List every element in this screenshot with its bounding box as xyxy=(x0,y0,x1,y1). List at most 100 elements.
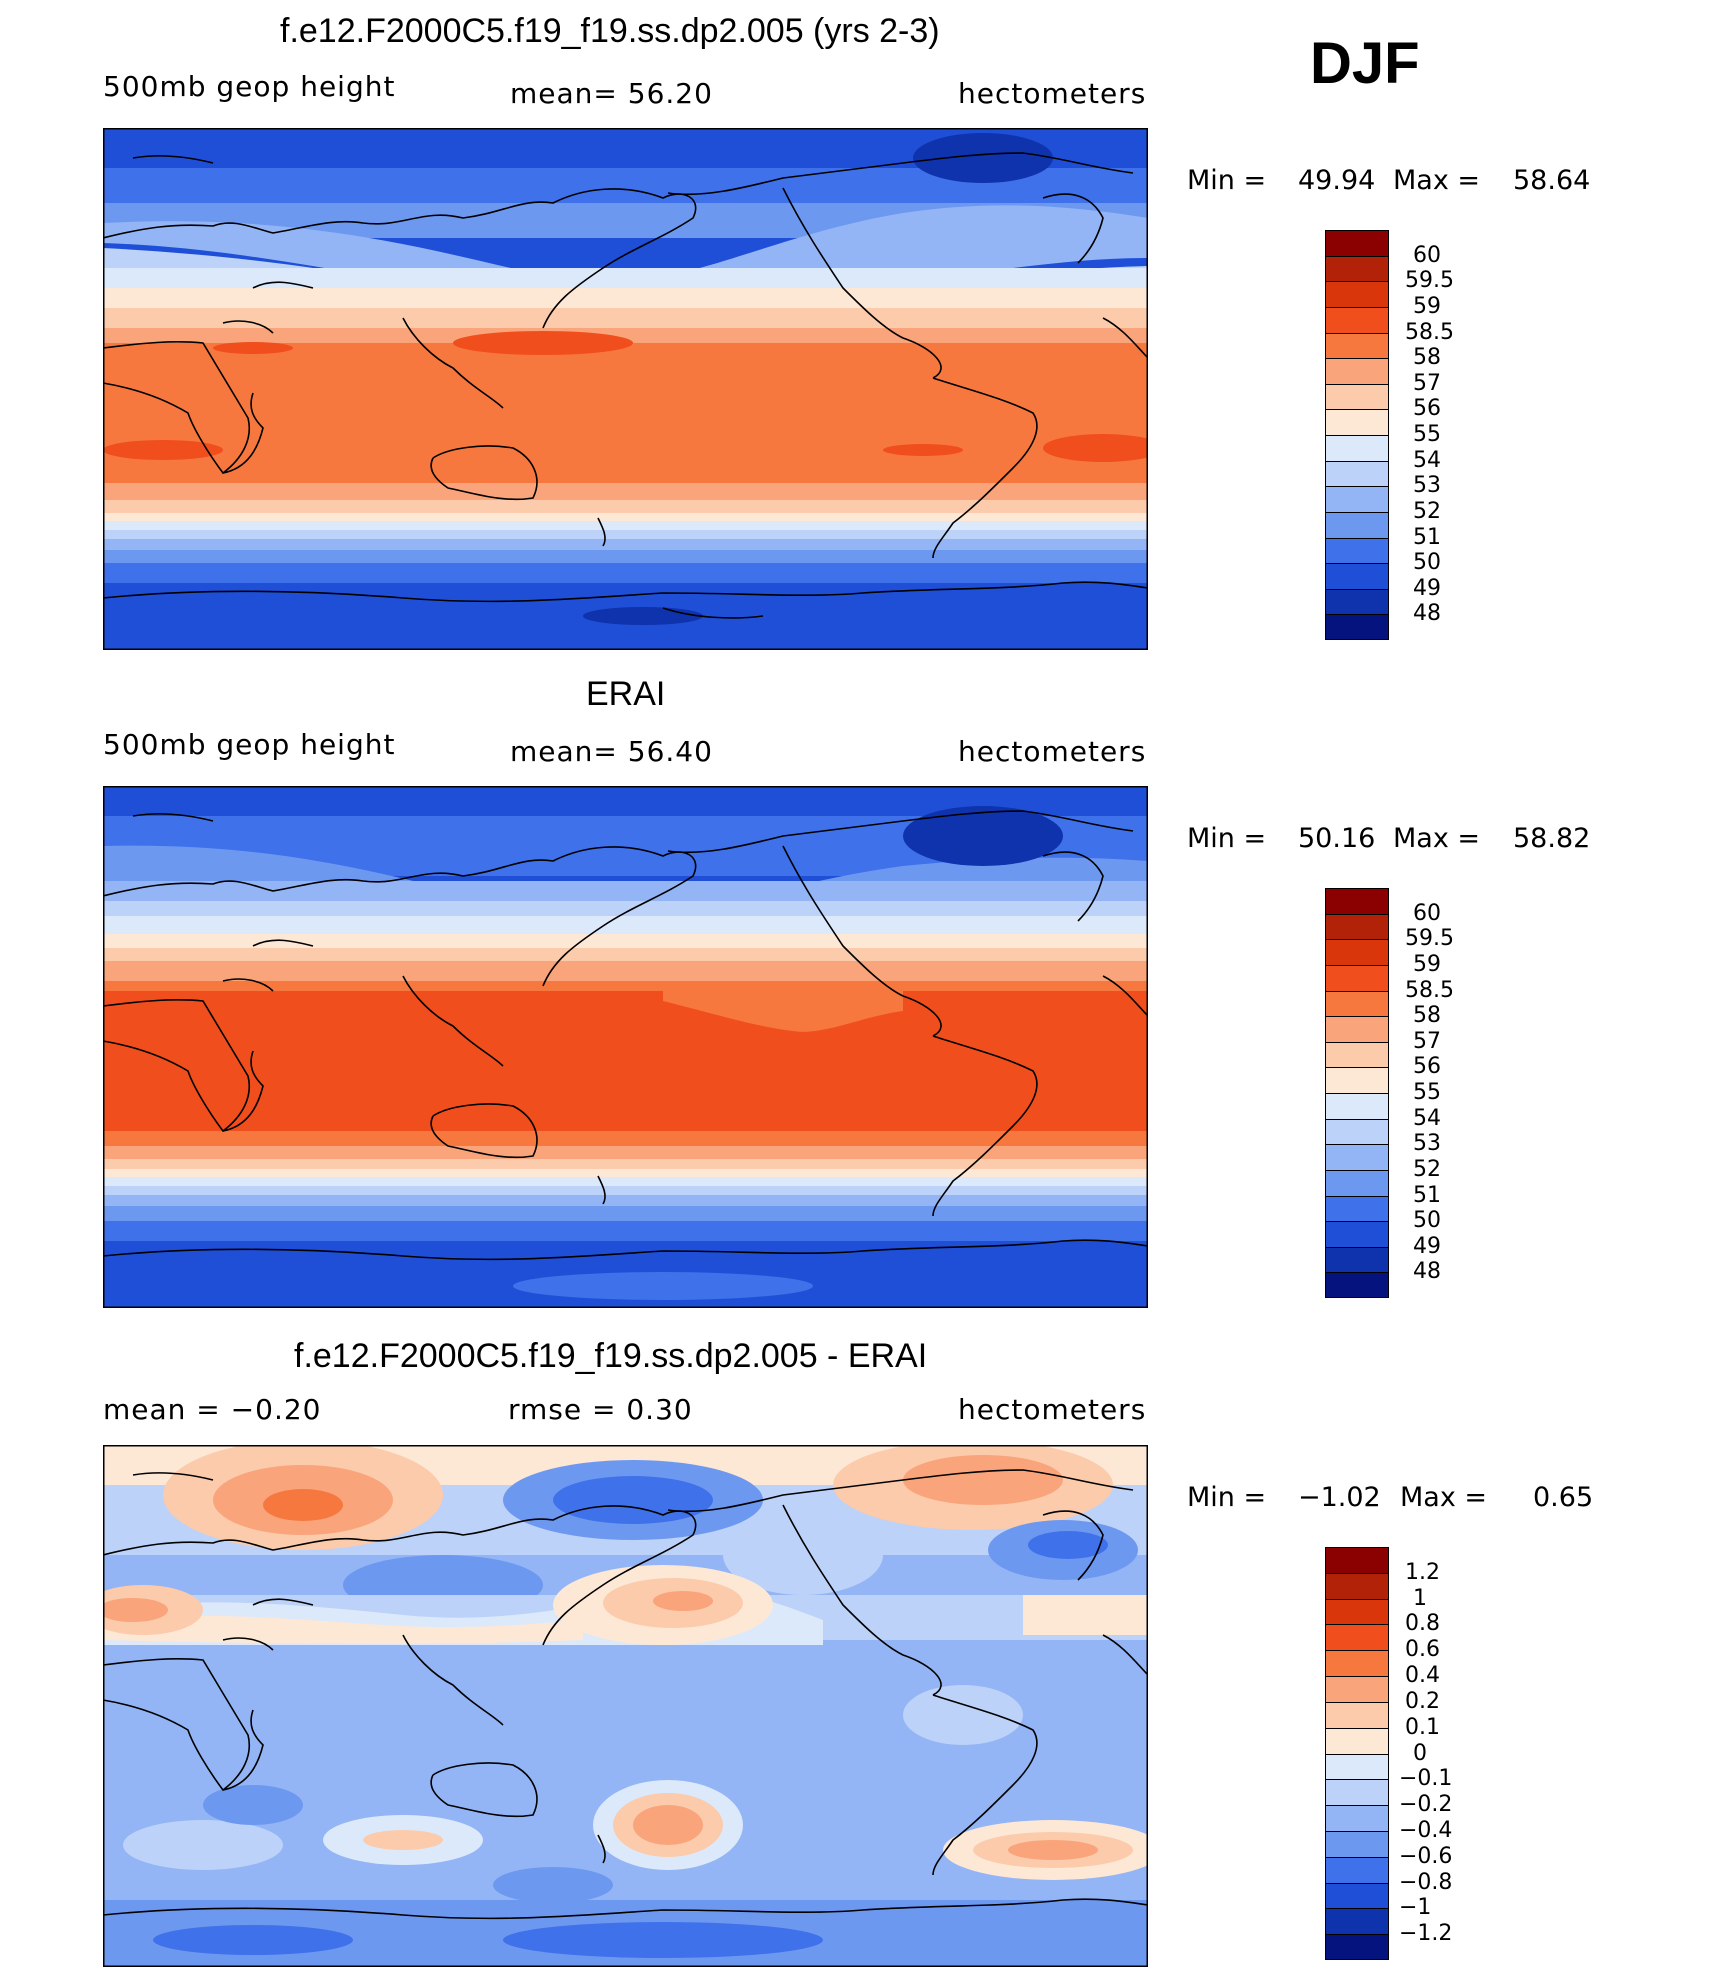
panel2-title: ERAI xyxy=(586,675,666,713)
panel1-model-map xyxy=(103,128,1148,650)
panel2-max-label: Max = xyxy=(1393,823,1481,854)
panel1-max-value: 58.64 xyxy=(1513,165,1591,196)
panel3-min-value: −1.02 xyxy=(1298,1482,1381,1513)
colorbar-swatch xyxy=(1325,1830,1389,1857)
colorbar-tick-label: 58.5 xyxy=(1405,319,1454,345)
colorbar-swatch xyxy=(1325,1118,1389,1145)
colorbar-swatch xyxy=(1325,255,1389,282)
colorbar-swatch xyxy=(1325,614,1389,640)
colorbar-swatch xyxy=(1325,1195,1389,1222)
colorbar-swatch xyxy=(1325,1144,1389,1170)
colorbar-swatch xyxy=(1325,1067,1389,1093)
colorbar-tick-label: 48 xyxy=(1413,601,1441,627)
panel2-min-value: 50.16 xyxy=(1298,823,1376,854)
colorbar-tick-label: 0.2 xyxy=(1405,1688,1440,1714)
panel2-min-label: Min = xyxy=(1187,823,1267,854)
panel2-max-value: 58.82 xyxy=(1513,823,1591,854)
colorbar-tick-label: 56 xyxy=(1413,1054,1441,1080)
colorbar-swatch xyxy=(1325,383,1389,410)
colorbar-tick-label: 56 xyxy=(1413,396,1441,422)
colorbar-swatch xyxy=(1325,1856,1389,1883)
colorbar-swatch xyxy=(1325,1650,1389,1677)
colorbar-tick-label: 59.5 xyxy=(1405,268,1454,294)
colorbar-tick-label: 55 xyxy=(1413,422,1441,447)
panel1-min-label: Min = xyxy=(1187,165,1267,196)
colorbar-swatch xyxy=(1325,1016,1389,1042)
colorbar-swatch xyxy=(1325,1882,1389,1909)
colorbar-swatch xyxy=(1325,563,1389,589)
colorbar-tick-label: 60 xyxy=(1413,900,1441,926)
colorbar-swatch xyxy=(1325,1676,1389,1702)
panel1-colorbar xyxy=(1325,230,1389,640)
colorbar-tick-label: −0.4 xyxy=(1399,1817,1453,1843)
colorbar-swatch xyxy=(1325,332,1389,359)
panel2-variable-label: 500mb geop height xyxy=(103,728,396,761)
colorbar-tick-label: 59 xyxy=(1413,951,1441,977)
panel1-mean-label: mean= 56.20 xyxy=(510,77,713,110)
colorbar-swatch xyxy=(1325,1093,1389,1119)
colorbar-tick-label: −1 xyxy=(1399,1895,1432,1921)
panel3-difference-map xyxy=(103,1445,1148,1967)
colorbar-swatch xyxy=(1325,913,1389,940)
colorbar-tick-label: 54 xyxy=(1413,1105,1441,1131)
colorbar-tick-label: 58 xyxy=(1413,1003,1441,1029)
panel3-title: f.e12.F2000C5.f19_f19.ss.dp2.005 - ERAI xyxy=(294,1337,928,1375)
colorbar-swatch xyxy=(1325,435,1389,461)
colorbar-tick-label: 1 xyxy=(1413,1585,1427,1611)
panel1-min-value: 49.94 xyxy=(1298,165,1376,196)
colorbar-swatch xyxy=(1325,1547,1389,1573)
colorbar-tick-label: −1.2 xyxy=(1399,1921,1453,1947)
colorbar-tick-label: 49 xyxy=(1413,575,1441,601)
colorbar-tick-label: 51 xyxy=(1413,1182,1441,1208)
colorbar-tick-label: 0.1 xyxy=(1405,1714,1440,1740)
colorbar-tick-label: 60 xyxy=(1413,242,1441,268)
colorbar-tick-label: 0.8 xyxy=(1405,1611,1440,1637)
colorbar-tick-label: 54 xyxy=(1413,447,1441,473)
colorbar-tick-label: −0.6 xyxy=(1399,1843,1453,1869)
colorbar-tick-label: 53 xyxy=(1413,1131,1441,1157)
panel1-title: f.e12.F2000C5.f19_f19.ss.dp2.005 (yrs 2-… xyxy=(280,12,940,50)
colorbar-swatch xyxy=(1325,281,1389,307)
colorbar-tick-label: 51 xyxy=(1413,524,1441,550)
colorbar-swatch xyxy=(1325,486,1389,512)
colorbar-tick-label: −0.1 xyxy=(1399,1766,1453,1792)
colorbar-tick-label: 48 xyxy=(1413,1259,1441,1285)
panel1-variable-label: 500mb geop height xyxy=(103,70,396,103)
colorbar-swatch xyxy=(1325,1572,1389,1599)
panel3-mean-label: mean = −0.20 xyxy=(103,1393,322,1426)
colorbar-swatch xyxy=(1325,1908,1389,1935)
colorbar-tick-label: 50 xyxy=(1413,550,1441,576)
colorbar-tick-label: 58.5 xyxy=(1405,977,1454,1003)
colorbar-swatch xyxy=(1325,1272,1389,1298)
panel3-colorbar xyxy=(1325,1547,1389,1960)
panel3-max-label: Max = xyxy=(1400,1482,1488,1513)
colorbar-tick-label: 52 xyxy=(1413,1156,1441,1182)
colorbar-swatch xyxy=(1325,1753,1389,1780)
panel1-max-label: Max = xyxy=(1393,165,1481,196)
colorbar-swatch xyxy=(1325,306,1389,333)
colorbar-tick-label: 52 xyxy=(1413,498,1441,524)
colorbar-swatch xyxy=(1325,1624,1389,1651)
colorbar-swatch xyxy=(1325,460,1389,487)
colorbar-swatch xyxy=(1325,1779,1389,1806)
colorbar-tick-label: 55 xyxy=(1413,1080,1441,1105)
colorbar-swatch xyxy=(1325,1727,1389,1754)
colorbar-tick-label: 59 xyxy=(1413,293,1441,319)
colorbar-swatch xyxy=(1325,1934,1389,1960)
colorbar-swatch xyxy=(1325,888,1389,914)
colorbar-tick-label: 0.6 xyxy=(1405,1637,1440,1663)
colorbar-swatch xyxy=(1325,588,1389,615)
colorbar-tick-label: 1.2 xyxy=(1405,1559,1440,1585)
panel2-erai-map xyxy=(103,786,1148,1308)
colorbar-tick-label: −0.8 xyxy=(1399,1869,1453,1895)
colorbar-tick-label: 58 xyxy=(1413,345,1441,371)
colorbar-tick-label: 49 xyxy=(1413,1233,1441,1259)
colorbar-tick-label: 57 xyxy=(1413,1028,1441,1054)
panel1-units-label: hectometers xyxy=(958,77,1147,110)
colorbar-tick-label: 0 xyxy=(1413,1740,1427,1766)
colorbar-swatch xyxy=(1325,409,1389,435)
panel2-mean-label: mean= 56.40 xyxy=(510,735,713,768)
season-label: DJF xyxy=(1310,31,1420,96)
colorbar-swatch xyxy=(1325,1598,1389,1625)
colorbar-swatch xyxy=(1325,1221,1389,1247)
